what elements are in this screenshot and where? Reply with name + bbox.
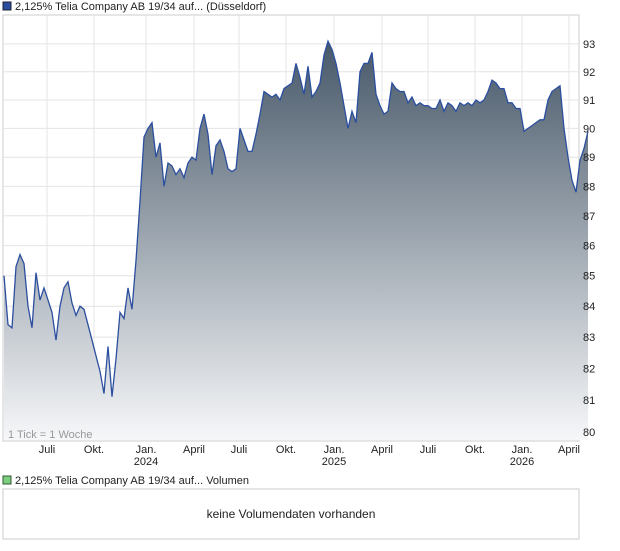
- y-tick-label: 89: [583, 152, 595, 164]
- line: [3, 39, 589, 397]
- x-tick-label: Okt.: [84, 444, 104, 456]
- x-tick-label: Juli: [420, 444, 437, 456]
- volume-legend: 2,125% Telia Company AB 19/34 auf... Vol…: [15, 475, 249, 487]
- x-tick-label: April: [183, 444, 205, 456]
- legend-swatch: [2, 1, 12, 11]
- legend-label: 2,125% Telia Company AB 19/34 auf... (Dü…: [15, 1, 266, 13]
- x-tick-label: Juli: [231, 444, 248, 456]
- y-tick-label: 86: [583, 241, 595, 253]
- y-tick-label: 88: [583, 181, 595, 193]
- y-tick-label: 91: [583, 95, 595, 107]
- y-tick-label: 83: [583, 332, 595, 344]
- x-tick-label: Jan. 2024: [134, 444, 158, 468]
- volume-note: keine Volumendaten vorhanden: [207, 507, 376, 521]
- y-tick-label: 81: [583, 395, 595, 407]
- y-tick-label: 85: [583, 271, 595, 283]
- y-tick-label: 90: [583, 123, 595, 135]
- y-tick-label: 92: [583, 67, 595, 79]
- x-tick-label: Okt.: [465, 444, 485, 456]
- y-tick-label: 80: [583, 427, 595, 439]
- x-tick-label: Okt.: [276, 444, 296, 456]
- y-tick-label: 93: [583, 39, 595, 51]
- volume-frame: [2, 488, 580, 540]
- y-tick-label: 84: [583, 301, 595, 313]
- volume-swatch: [2, 475, 12, 485]
- area: [4, 41, 588, 440]
- x-tick-label: April: [558, 444, 580, 456]
- annotation: 1 Tick = 1 Woche: [8, 429, 92, 441]
- x-tick-label: Jan. 2026: [510, 444, 534, 468]
- y-tick-label: 87: [583, 211, 595, 223]
- x-tick-label: Jan. 2025: [322, 444, 346, 468]
- y-tick-label: 82: [583, 363, 595, 375]
- x-tick-label: April: [371, 444, 393, 456]
- x-tick-label: Juli: [39, 444, 56, 456]
